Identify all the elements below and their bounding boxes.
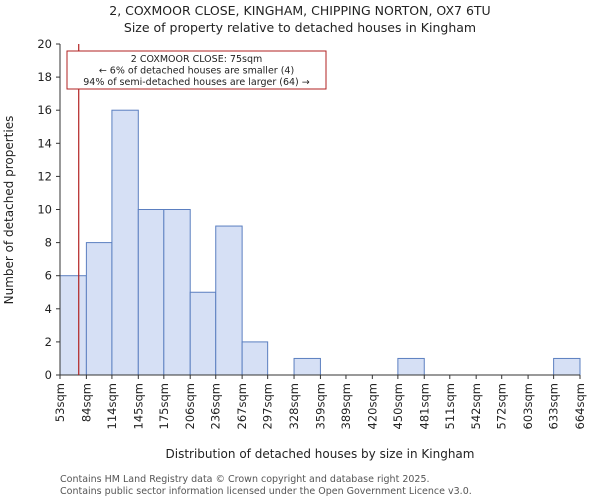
y-tick-label: 18: [37, 70, 52, 84]
y-tick-label: 10: [37, 203, 52, 217]
x-tick-label: 145sqm: [131, 383, 145, 429]
x-tick-label: 633sqm: [547, 383, 561, 429]
histogram-bar: [293, 357, 321, 376]
x-tick-label: 359sqm: [313, 383, 327, 429]
histogram-bar: [137, 209, 165, 376]
histogram-bar: [59, 275, 87, 376]
footer-line-1: Contains HM Land Registry data © Crown c…: [60, 474, 430, 485]
x-tick-label: 206sqm: [183, 383, 197, 429]
x-tick-label: 114sqm: [105, 383, 119, 429]
x-tick-label: 84sqm: [79, 383, 93, 422]
chart-title: 2, COXMOOR CLOSE, KINGHAM, CHIPPING NORT…: [109, 3, 490, 18]
x-tick-label: 572sqm: [495, 383, 509, 429]
y-axis-label: Number of detached properties: [2, 116, 16, 305]
chart-subtitle: Size of property relative to detached ho…: [124, 20, 476, 35]
annotation-line: 94% of semi-detached houses are larger (…: [83, 77, 310, 88]
histogram-bar: [215, 225, 243, 376]
x-tick-label: 267sqm: [235, 383, 249, 429]
x-tick-label: 297sqm: [261, 383, 275, 429]
x-tick-label: 53sqm: [53, 383, 67, 422]
bars-group: [59, 109, 581, 376]
y-tick-label: 2: [45, 335, 52, 349]
annotation-box: [66, 50, 327, 90]
x-tick-label: 511sqm: [443, 383, 457, 429]
histogram-bar: [189, 291, 217, 376]
x-tick-label: 450sqm: [391, 383, 405, 429]
y-tick-label: 4: [45, 302, 52, 316]
marker-group: 2 COXMOOR CLOSE: 75sqm← 6% of detached h…: [66, 44, 327, 375]
x-tick-label: 603sqm: [521, 383, 535, 429]
x-tick-label: 542sqm: [469, 383, 483, 429]
histogram-bar: [85, 242, 113, 376]
histogram-bar: [163, 209, 191, 376]
y-tick-label: 16: [37, 103, 52, 117]
x-tick-label: 328sqm: [287, 383, 301, 429]
histogram-bar: [397, 357, 425, 376]
y-tick-label: 20: [37, 37, 52, 51]
x-tick-label: 481sqm: [417, 383, 431, 429]
histogram-bar: [111, 109, 139, 376]
y-tick-label: 8: [45, 236, 52, 250]
ticks-group: 0 2 4 6 8 10 12 14 16 18 20 53sqm 84sqm 114sqm 145sqm 1…: [37, 37, 587, 429]
x-tick-label: 175sqm: [157, 383, 171, 429]
histogram-bar: [241, 341, 269, 376]
y-tick-label: 12: [37, 169, 52, 183]
y-tick-label: 14: [37, 136, 52, 150]
y-tick-label: 6: [45, 269, 52, 283]
y-tick-label: 0: [45, 368, 52, 382]
x-tick-label: 664sqm: [573, 383, 587, 429]
histogram-bar: [553, 357, 581, 376]
x-tick-label: 236sqm: [209, 383, 223, 429]
footer-line-2: Contains public sector information licen…: [60, 486, 472, 497]
x-tick-label: 420sqm: [365, 383, 379, 429]
x-axis-label: Distribution of detached houses by size …: [166, 447, 475, 461]
annotation-line: ← 6% of detached houses are smaller (4): [99, 66, 294, 77]
annotation-line: 2 COXMOOR CLOSE: 75sqm: [131, 54, 263, 65]
x-tick-label: 389sqm: [339, 383, 353, 429]
